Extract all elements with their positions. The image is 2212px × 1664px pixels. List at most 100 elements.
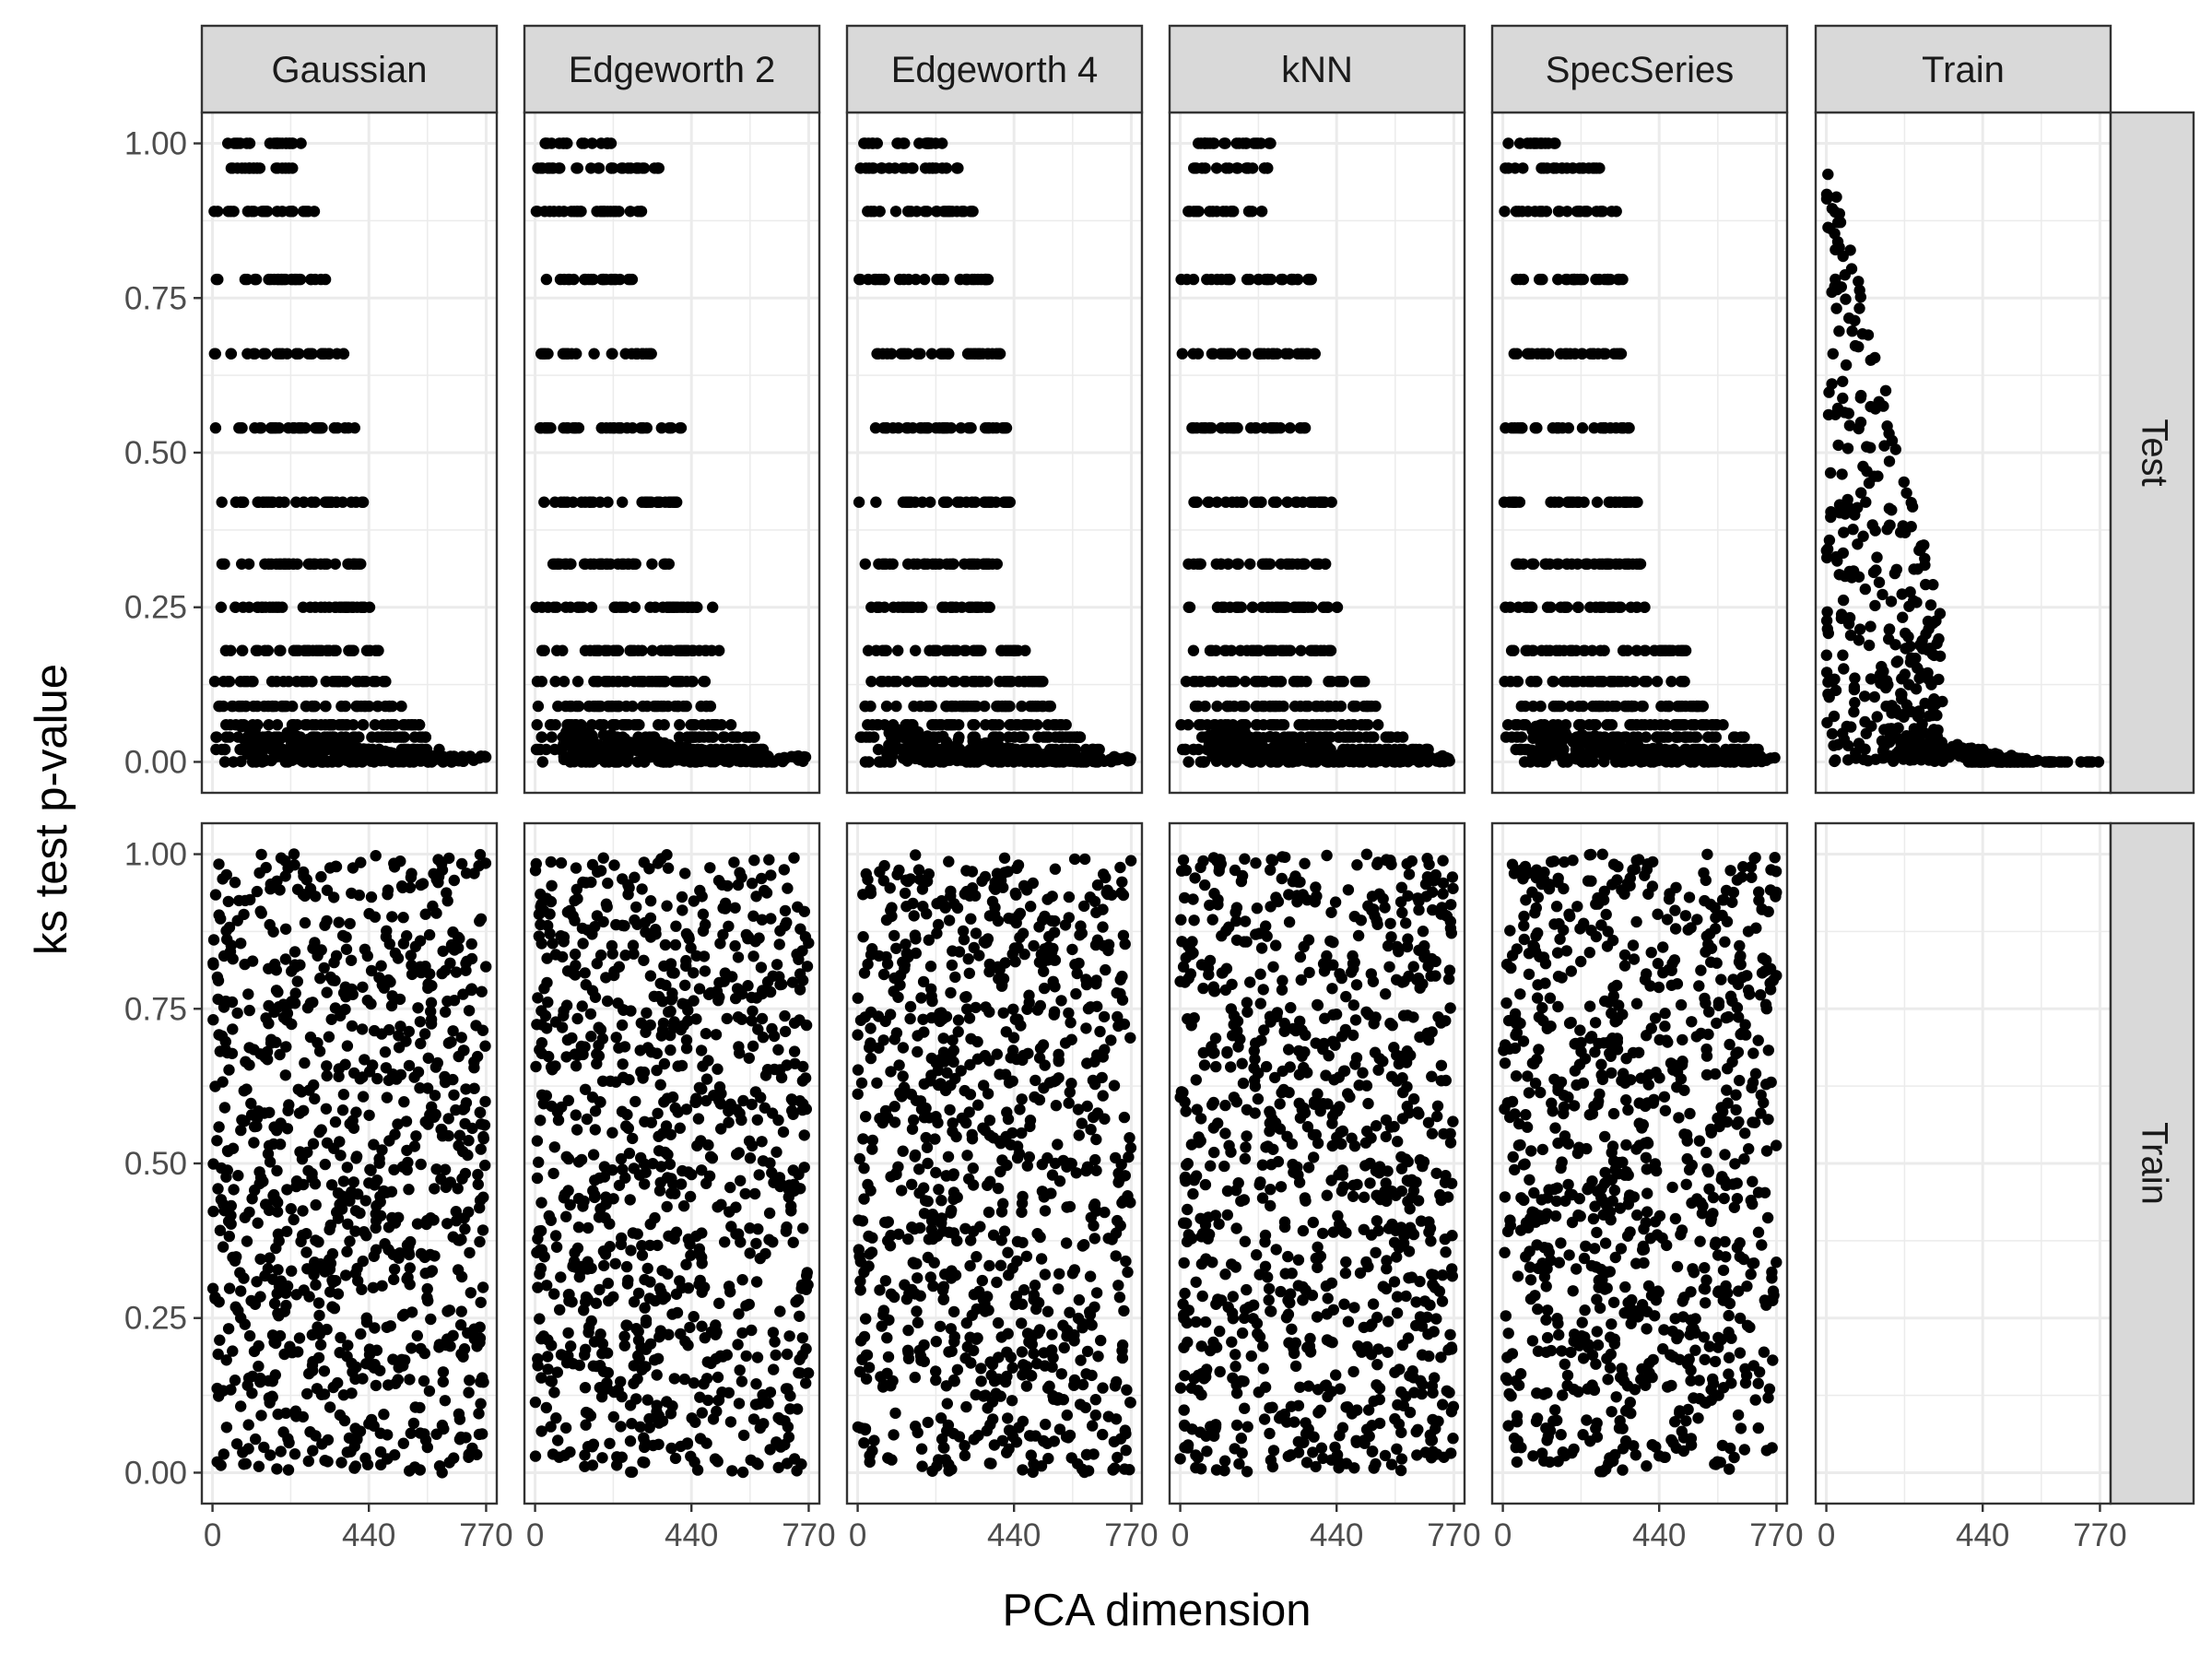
data-point	[638, 676, 649, 687]
data-point	[1563, 422, 1574, 433]
data-point	[967, 559, 978, 570]
data-point	[719, 731, 730, 742]
data-point	[1864, 640, 1875, 651]
data-point	[995, 756, 1006, 767]
data-point	[1263, 274, 1274, 285]
data-point	[902, 747, 913, 758]
data-point	[370, 719, 381, 730]
data-point	[688, 731, 700, 742]
data-point	[700, 701, 712, 712]
data-point	[1547, 738, 1558, 749]
data-point	[967, 602, 978, 613]
data-point	[1506, 731, 1517, 742]
data-point	[532, 206, 543, 217]
data-point	[544, 206, 555, 217]
data-point	[1577, 422, 1588, 433]
data-point	[874, 206, 885, 217]
data-point	[1557, 162, 1568, 173]
data-point	[247, 756, 258, 767]
data-point	[653, 719, 664, 730]
data-point	[220, 719, 231, 730]
data-point	[310, 701, 321, 712]
data-point	[902, 559, 913, 570]
data-point	[1324, 756, 1335, 767]
data-point	[276, 559, 287, 570]
data-point	[1880, 737, 1891, 748]
data-point	[1246, 206, 1257, 217]
data-point	[258, 741, 269, 752]
data-point	[1918, 539, 1929, 550]
data-point	[1597, 602, 1608, 613]
data-point	[1872, 711, 1883, 722]
data-point	[1710, 719, 1721, 730]
data-point	[1177, 348, 1188, 360]
data-point	[208, 206, 219, 217]
data-point	[580, 645, 591, 656]
data-point	[287, 162, 298, 173]
data-point	[1897, 612, 1908, 623]
data-point	[1631, 559, 1642, 570]
data-point	[1910, 653, 1921, 664]
data-point	[924, 162, 935, 173]
data-point	[1003, 701, 1014, 712]
data-point	[1394, 756, 1406, 767]
data-point	[209, 348, 220, 360]
data-point	[1216, 348, 1227, 360]
data-point	[1892, 655, 1903, 667]
data-point	[549, 676, 560, 687]
data-point	[643, 348, 654, 360]
data-point	[537, 756, 548, 767]
data-point	[329, 422, 340, 433]
data-point	[861, 731, 872, 742]
data-point	[744, 731, 755, 742]
data-point	[276, 602, 288, 613]
data-point	[285, 137, 296, 148]
data-point	[1229, 422, 1240, 433]
data-point	[1588, 422, 1599, 433]
data-point	[319, 1365, 330, 1376]
data-point	[320, 497, 331, 508]
data-point	[870, 422, 881, 433]
data-point	[899, 602, 910, 613]
data-point	[240, 274, 251, 285]
data-point	[1849, 672, 1860, 683]
data-point	[1869, 352, 1880, 363]
data-point	[543, 422, 554, 433]
data-point	[252, 162, 263, 173]
data-point	[1549, 137, 1560, 148]
data-point	[464, 1005, 475, 1016]
data-point	[1674, 701, 1685, 712]
data-point	[565, 602, 576, 613]
data-point	[1536, 348, 1547, 360]
data-point	[1204, 206, 1215, 217]
data-point	[1284, 756, 1295, 767]
data-point	[576, 756, 587, 767]
data-point	[533, 701, 544, 712]
data-point	[536, 676, 547, 687]
data-point	[660, 645, 671, 656]
data-point	[1678, 676, 1689, 687]
data-point	[860, 559, 871, 570]
data-point	[566, 206, 577, 217]
data-point	[593, 162, 604, 173]
data-point	[1182, 756, 1194, 767]
data-point	[1848, 706, 1859, 717]
data-point	[1122, 751, 1133, 762]
data-point	[1589, 559, 1600, 570]
data-point	[1617, 274, 1628, 285]
data-point	[635, 422, 646, 433]
data-point	[1919, 553, 1930, 564]
data-point	[1558, 756, 1569, 767]
data-point	[1639, 719, 1650, 730]
data-point	[1702, 731, 1713, 742]
data-point	[854, 274, 865, 285]
data-point	[1840, 293, 1851, 304]
data-point	[1833, 325, 1844, 336]
data-point	[941, 559, 952, 570]
data-point	[894, 274, 905, 285]
data-point	[1603, 719, 1614, 730]
data-point	[1837, 650, 1848, 661]
data-point	[217, 559, 228, 570]
data-point	[1500, 162, 1511, 173]
data-point	[261, 206, 272, 217]
